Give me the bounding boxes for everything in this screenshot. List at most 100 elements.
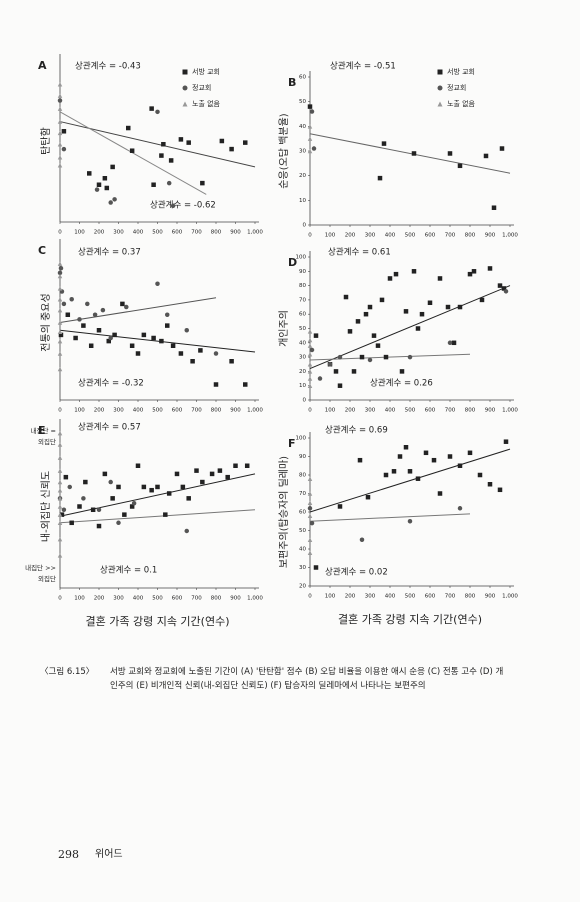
square-point [467, 271, 473, 277]
circle-point [61, 146, 67, 152]
triangle-point [57, 119, 63, 124]
square-point [377, 175, 383, 181]
correlation-note: 상관계수 = -0.32 [78, 378, 144, 389]
square-point [383, 354, 389, 360]
circle-point [309, 109, 315, 114]
square-point [106, 338, 111, 344]
square-point [159, 338, 164, 344]
square-point [63, 474, 69, 480]
y-axis-label: 전통의 중요성 [40, 293, 52, 351]
x-tick-label: 100 [74, 596, 85, 602]
circle-point [57, 270, 63, 276]
triangle-point [307, 124, 313, 129]
x-tick-label: 200 [345, 408, 356, 414]
square-point [104, 185, 110, 191]
book-title: 위어드 [95, 849, 123, 860]
circle-point [108, 200, 113, 205]
y-tick-label: 80 [299, 283, 306, 289]
y-tick-label: 60 [299, 510, 306, 516]
square-point [69, 520, 74, 526]
trend-line [309, 285, 511, 370]
square-point [165, 323, 170, 328]
triangle-point [57, 504, 63, 509]
square-point [363, 311, 369, 317]
square-point [163, 512, 168, 517]
square-point [217, 468, 223, 473]
square-point [135, 463, 141, 468]
square-point [116, 484, 121, 490]
circle-point [100, 307, 106, 313]
x-tick-label: 0 [58, 596, 62, 602]
square-point [403, 445, 409, 450]
caption-label: 〈그림 6.15〉 [40, 667, 95, 677]
circle-point [309, 520, 315, 526]
triangle-point [57, 82, 63, 87]
square-point [491, 205, 497, 210]
x-tick-label: 300 [113, 408, 124, 414]
x-tick-label: 300 [365, 408, 376, 414]
square-point [381, 141, 387, 146]
square-point [411, 151, 417, 156]
legend-label: 노출 없음 [447, 99, 476, 108]
x-tick-label: 700 [191, 230, 202, 236]
legend-swatch [437, 69, 443, 75]
square-point [355, 319, 361, 324]
x-tick-label: 200 [94, 408, 105, 414]
circle-point [81, 496, 86, 501]
square-point [313, 333, 319, 338]
circle-point [69, 297, 74, 302]
square-point [198, 348, 203, 353]
circle-point [57, 98, 63, 103]
square-point [219, 138, 225, 144]
square-point [457, 304, 463, 310]
triangle-point [57, 496, 63, 501]
triangle-point [307, 383, 313, 388]
y-axis-label: 보편주의(탑승자의 딜레마) [278, 456, 290, 568]
legend-label: 정교회 [447, 83, 466, 92]
circle-point [131, 500, 137, 506]
circle-point [184, 328, 189, 333]
correlation-note: 상관계수 = -0.51 [330, 61, 396, 72]
triangle-point [57, 366, 63, 372]
triangle-point [307, 476, 313, 481]
circle-point [116, 520, 121, 526]
y-tick-label: 100 [296, 255, 307, 261]
y-tick-label: 30 [299, 355, 306, 361]
triangle-point [57, 442, 63, 447]
square-point [110, 496, 115, 501]
square-point [83, 479, 88, 485]
y-tick-label: 90 [299, 454, 306, 460]
x-tick-label: 600 [172, 230, 183, 236]
x-tick-label: 1,000 [247, 408, 263, 414]
triangle-point [57, 154, 63, 160]
square-point [73, 335, 78, 341]
x-tick-label: 100 [74, 230, 85, 236]
x-tick-label: 0 [308, 594, 312, 600]
x-tick-label: 100 [325, 408, 336, 414]
circle-point [337, 354, 343, 360]
legend-label: 서방 교회 [192, 67, 220, 76]
square-point [88, 343, 94, 348]
square-point [457, 463, 463, 468]
x-tick-label: 800 [211, 230, 222, 236]
triangle-point [57, 329, 63, 335]
square-point [178, 137, 184, 142]
square-point [178, 351, 184, 356]
triangle-point [57, 106, 63, 111]
y-tick-label: 90 [299, 269, 306, 275]
x-axis-label: 결혼 가족 강령 지속 기간(연수) [85, 615, 229, 628]
square-point [194, 468, 199, 473]
x-tick-label: 800 [465, 594, 476, 600]
x-tick-label: 300 [113, 596, 124, 602]
circle-point [92, 312, 98, 317]
trend-line [59, 297, 217, 323]
trend-line [309, 133, 511, 174]
y-axis-label: 개인주의 [278, 310, 290, 347]
x-tick-label: 200 [345, 594, 356, 600]
square-point [347, 329, 353, 334]
square-point [141, 484, 147, 490]
legend-swatch [182, 69, 188, 75]
x-tick-label: 300 [113, 230, 124, 236]
square-point [87, 171, 92, 176]
